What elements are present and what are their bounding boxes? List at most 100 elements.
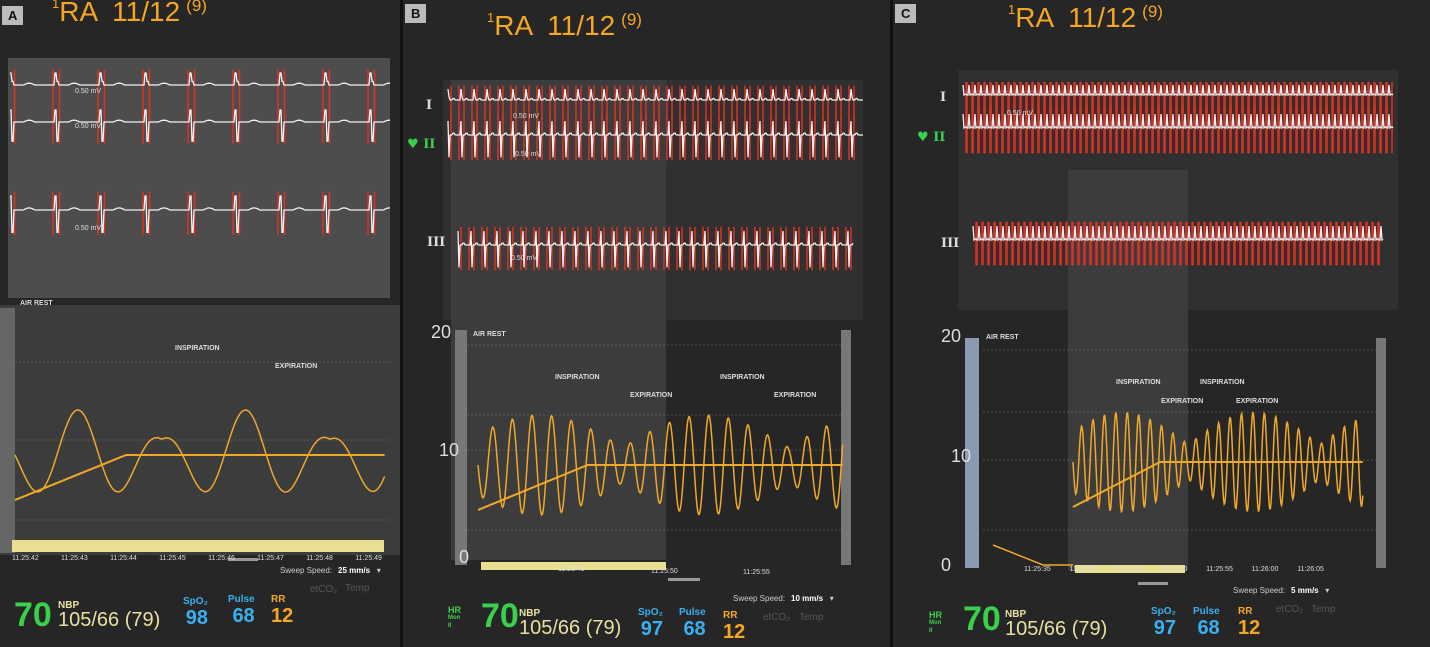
sweep-speed-select[interactable]: Sweep Speed: 10 mm/s ▾ — [733, 594, 834, 603]
axis-tick: 0 — [459, 547, 470, 567]
sweep-speed-select[interactable]: Sweep Speed: 5 mm/s ▾ — [1233, 586, 1330, 595]
timestamp: 11:26:05 — [1297, 566, 1324, 573]
axis-tick: 10 — [951, 446, 972, 466]
nbp-readout: NBP 105/66 (79) — [519, 608, 622, 639]
timestamp: 11:25:40 — [1069, 566, 1097, 573]
rr-readout: RR 12 — [723, 610, 746, 643]
annotation-expiration: EXPIRATION — [275, 363, 318, 370]
scrollbar-right — [841, 330, 851, 565]
timestamp: 11:25:45 — [1115, 566, 1142, 573]
resp-baseline-trace — [992, 544, 1073, 566]
scale-label: 0.50 mV — [75, 88, 102, 95]
lead-label-iii: III — [941, 236, 960, 251]
heart-icon: ♥ — [407, 137, 424, 152]
section-label: AIR REST — [473, 331, 506, 338]
ecg-trace — [457, 230, 854, 268]
annotation-expiration: EXPIRATION — [1161, 398, 1204, 405]
scroll-handle — [228, 558, 258, 561]
timestamp: 11:25:49 — [355, 555, 382, 562]
waveform-canvas — [958, 70, 1398, 585]
resp-baseline-trace — [1072, 461, 1363, 508]
axis-tick: 20 — [431, 322, 452, 342]
resp-trace — [1072, 410, 1364, 514]
scale-label: 0.50 mV — [75, 225, 102, 232]
ecg-trace — [447, 88, 863, 101]
scrollbar-left — [965, 338, 979, 568]
resp-baseline-trace — [14, 454, 385, 501]
pressure-readout: 1RA 11/12 (9) — [1008, 2, 1163, 33]
annotation-inspiration: INSPIRATION — [555, 374, 600, 381]
annotation-inspiration: INSPIRATION — [1200, 379, 1245, 386]
annotation-inspiration: INSPIRATION — [175, 345, 220, 352]
axis-tick: 10 — [439, 440, 460, 460]
highlight-region — [1068, 170, 1188, 570]
timestamp: 11:25:48 — [306, 555, 333, 562]
timestamp: 11:25:44 — [110, 555, 137, 562]
resp-trace — [14, 409, 386, 493]
scrollbar-right — [1376, 338, 1386, 568]
axis-tick: 20 — [941, 326, 962, 346]
rr-readout: RR 12 — [1238, 606, 1261, 639]
nbp-readout: NBP 105/66 (79) — [1005, 609, 1108, 640]
annotation-expiration: EXPIRATION — [774, 392, 817, 399]
waveform-canvas — [443, 80, 863, 581]
timeline[interactable]: 11:25:42 11:25:43 11:25:44 11:25:45 11:25:46… — [12, 555, 382, 562]
ecg-area — [8, 58, 390, 298]
etco2-label: etCO₂ — [763, 612, 791, 623]
timestamp: 11:25:50 — [651, 568, 678, 575]
timeline[interactable]: 11:25:35 11:25:40 11:25:45 11:25:50 11:25:55… — [1024, 566, 1324, 573]
annotation-inspiration: INSPIRATION — [1116, 379, 1161, 386]
ecg-trace — [962, 113, 1394, 130]
pulse-readout: Pulse 68 — [679, 607, 706, 640]
ecg-trace — [972, 225, 1384, 242]
scroll-handle — [1138, 582, 1168, 585]
section-label: AIR REST — [20, 300, 53, 307]
timestamp: 11:25:35 — [1024, 566, 1051, 573]
monitor-panel-b: B 1RA 11/12 (9) I ♥ II III 0.50 mV 0.50 m… — [403, 0, 890, 647]
temp-label: Temp — [1311, 604, 1336, 615]
etco2-label: etCO₂ — [1276, 604, 1304, 615]
ecg-trace — [10, 195, 391, 234]
monitor-panel-a: A 1RA 11/12 (9) 0.50 mV 0.50 mV 0.50 mV A… — [0, 0, 400, 647]
timestamp: 11:25:46 — [208, 555, 235, 562]
panel-label: A — [2, 6, 24, 25]
hr-label: HR Mon II — [448, 605, 461, 630]
pulse-readout: Pulse 68 — [1193, 606, 1220, 639]
sweep-speed-select[interactable]: Sweep Speed: 25 mm/s ▾ — [280, 566, 381, 575]
panel-label: C — [895, 4, 917, 23]
nbp-readout: NBP 105/66 (79) — [58, 600, 161, 631]
hr-value: 70 — [481, 597, 519, 635]
scale-label: 0.50 mV — [511, 255, 538, 262]
temp-label: Temp — [345, 583, 370, 594]
timestamp: 11:25:55 — [1206, 566, 1233, 573]
lead-label-ii: ♥ II — [917, 130, 946, 145]
spo2-readout: SpO₂ 98 — [183, 596, 208, 629]
etco2-label: etCO₂ — [310, 584, 338, 595]
ecg-trace — [447, 120, 863, 158]
hr-label: HR Mon II — [929, 610, 942, 635]
ecg-trace — [10, 72, 391, 86]
pressure-readout: 1RA 11/12 (9) — [487, 10, 642, 41]
axis-tick: 0 — [941, 555, 952, 575]
timeline-bar — [1075, 565, 1185, 573]
pulse-readout: Pulse 68 — [228, 594, 255, 627]
monitor-panel-c: C 1RA 11/12 (9) I ♥ II III 0.50 mV 20 10 … — [893, 0, 1430, 647]
timeline-bar — [12, 540, 384, 552]
spo2-readout: SpO₂ 97 — [638, 607, 663, 640]
timestamp: 11:25:45 — [558, 566, 585, 573]
scroll-handle — [668, 578, 700, 581]
rr-readout: RR 12 — [271, 594, 294, 627]
panel-label: B — [405, 4, 427, 23]
timestamp: 11:25:45 — [159, 555, 186, 562]
scale-label: 0.50 mV — [75, 123, 102, 130]
scale-label: 0.50 mV — [1007, 110, 1034, 117]
scale-label: 0.50 mV — [513, 113, 540, 120]
hr-value: 70 — [963, 600, 1001, 638]
pressure-readout: 1RA 11/12 (9) — [52, 0, 207, 27]
temp-label: Temp — [799, 612, 824, 623]
scrollbar-left — [455, 330, 467, 565]
annotation-expiration: EXPIRATION — [630, 392, 673, 399]
scale-label: 0.50 mV — [515, 151, 542, 158]
ecg-trace — [10, 109, 391, 142]
timestamp: 11:26:00 — [1251, 566, 1279, 573]
